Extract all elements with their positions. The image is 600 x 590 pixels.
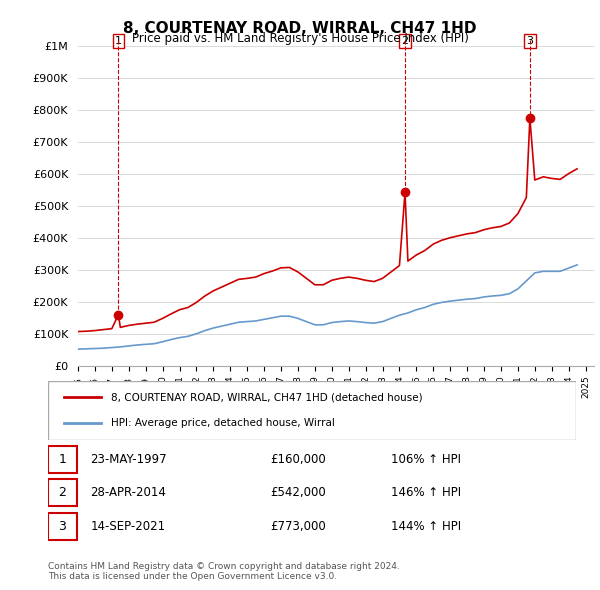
Text: £160,000: £160,000 bbox=[270, 453, 326, 466]
Text: 144% ↑ HPI: 144% ↑ HPI bbox=[391, 520, 461, 533]
Text: 23-MAY-1997: 23-MAY-1997 bbox=[90, 453, 167, 466]
Text: 1: 1 bbox=[58, 453, 66, 466]
Text: HPI: Average price, detached house, Wirral: HPI: Average price, detached house, Wirr… bbox=[112, 418, 335, 428]
Text: 8, COURTENAY ROAD, WIRRAL, CH47 1HD: 8, COURTENAY ROAD, WIRRAL, CH47 1HD bbox=[123, 21, 477, 35]
Text: 106% ↑ HPI: 106% ↑ HPI bbox=[391, 453, 461, 466]
Text: 14-SEP-2021: 14-SEP-2021 bbox=[90, 520, 166, 533]
FancyBboxPatch shape bbox=[48, 513, 77, 540]
Text: 3: 3 bbox=[526, 36, 533, 46]
Text: 2: 2 bbox=[401, 36, 409, 46]
Text: 146% ↑ HPI: 146% ↑ HPI bbox=[391, 486, 461, 500]
Text: £542,000: £542,000 bbox=[270, 486, 326, 500]
FancyBboxPatch shape bbox=[48, 480, 77, 506]
FancyBboxPatch shape bbox=[48, 446, 77, 473]
Text: This data is licensed under the Open Government Licence v3.0.: This data is licensed under the Open Gov… bbox=[48, 572, 337, 581]
Text: 2: 2 bbox=[58, 486, 66, 500]
Text: Contains HM Land Registry data © Crown copyright and database right 2024.: Contains HM Land Registry data © Crown c… bbox=[48, 562, 400, 571]
Text: 8, COURTENAY ROAD, WIRRAL, CH47 1HD (detached house): 8, COURTENAY ROAD, WIRRAL, CH47 1HD (det… bbox=[112, 392, 423, 402]
Text: 1: 1 bbox=[115, 36, 122, 46]
FancyBboxPatch shape bbox=[48, 381, 576, 440]
Text: Price paid vs. HM Land Registry's House Price Index (HPI): Price paid vs. HM Land Registry's House … bbox=[131, 32, 469, 45]
Text: £773,000: £773,000 bbox=[270, 520, 326, 533]
Text: 28-APR-2014: 28-APR-2014 bbox=[90, 486, 166, 500]
Text: 3: 3 bbox=[58, 520, 66, 533]
